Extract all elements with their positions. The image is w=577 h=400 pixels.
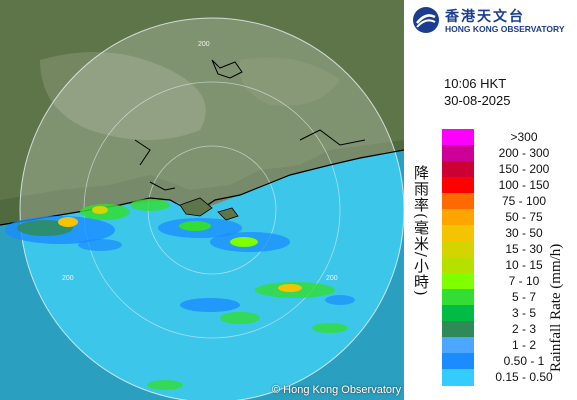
rain-echo xyxy=(78,239,122,251)
range-ring-label-right: 200 xyxy=(326,275,338,282)
legend-label: 0.50 - 1 xyxy=(503,354,545,368)
legend-label: 10 - 15 xyxy=(505,258,543,272)
legend-swatch xyxy=(442,257,474,274)
observation-date: 30-08-2025 xyxy=(444,93,511,108)
legend-label: 2 - 3 xyxy=(511,322,536,336)
legend-label: 3 - 5 xyxy=(511,306,536,320)
legend-row: 1 - 2 xyxy=(442,337,572,354)
legend-swatch xyxy=(442,273,474,290)
legend-row: 150 - 200 xyxy=(442,161,572,178)
island-lantau xyxy=(179,197,213,217)
rain-echo xyxy=(325,295,355,305)
range-ring-label-top: 200 xyxy=(198,41,210,48)
legend-swatch xyxy=(442,369,474,386)
hko-emblem-icon xyxy=(413,7,439,33)
radar-map-graphic: 200 200 200 xyxy=(0,0,404,400)
legend-swatch xyxy=(442,209,474,226)
legend-label: 150 - 200 xyxy=(498,162,550,176)
legend-row: 0.50 - 1 xyxy=(442,353,572,370)
bay-outline xyxy=(299,129,366,146)
legend-swatch xyxy=(442,129,474,146)
legend-row: 10 - 15 xyxy=(442,257,572,274)
legend-label: 30 - 50 xyxy=(505,226,543,240)
rain-echo xyxy=(180,298,240,312)
rain-echo xyxy=(312,323,348,333)
legend-row: 50 - 75 xyxy=(442,209,572,226)
rain-echo xyxy=(220,312,260,324)
legend-label: 15 - 30 xyxy=(505,242,543,256)
rain-echo xyxy=(230,237,258,247)
legend-row: 3 - 5 xyxy=(442,305,572,322)
legend-label: 100 - 150 xyxy=(498,178,550,192)
legend-label: 7 - 10 xyxy=(508,274,540,288)
legend-row: 7 - 10 xyxy=(442,273,572,290)
rain-echo xyxy=(58,217,78,227)
rain-echo xyxy=(130,199,170,211)
legend-label: 5 - 7 xyxy=(511,290,536,304)
legend-row: 2 - 3 xyxy=(442,321,572,338)
legend-row: >300 xyxy=(442,129,572,146)
logo-chinese-name: 香港天文台 xyxy=(445,9,525,25)
legend-label: 75 - 100 xyxy=(501,194,547,208)
radar-map: 200 200 200 xyxy=(0,0,404,400)
range-ring-label-left: 200 xyxy=(62,275,74,282)
legend-swatch xyxy=(442,337,474,354)
hko-logo: 香港天文台 HONG KONG OBSERVATORY xyxy=(412,4,572,38)
legend-panel: 香港天文台 HONG KONG OBSERVATORY 10:06 HKT 30… xyxy=(404,0,577,400)
legend-swatch xyxy=(442,225,474,242)
legend-row: 5 - 7 xyxy=(442,289,572,306)
legend-label: 200 - 300 xyxy=(498,146,550,160)
legend-swatch xyxy=(442,321,474,338)
legend-swatch xyxy=(442,145,474,162)
legend-label: 50 - 75 xyxy=(505,210,543,224)
legend-row: 75 - 100 xyxy=(442,193,572,210)
rain-echo xyxy=(147,380,183,390)
estuary-outline xyxy=(149,181,176,191)
legend-label: 0.15 - 0.50 xyxy=(495,370,553,384)
rain-echo xyxy=(179,221,211,231)
rain-echo xyxy=(278,284,302,292)
legend-swatch xyxy=(442,353,474,370)
legend-swatch xyxy=(442,193,474,210)
legend-label: >300 xyxy=(510,130,538,144)
legend-swatch xyxy=(442,241,474,258)
river-outline xyxy=(134,139,151,166)
rain-echoes xyxy=(5,199,355,390)
legend-row: 200 - 300 xyxy=(442,145,572,162)
legend-swatch xyxy=(442,289,474,306)
legend-swatch xyxy=(442,305,474,322)
legend-row: 0.15 - 0.50 xyxy=(442,369,572,386)
rain-echo xyxy=(92,206,108,214)
legend-row: 15 - 30 xyxy=(442,241,572,258)
urban-area xyxy=(40,52,206,140)
logo-english-name: HONG KONG OBSERVATORY xyxy=(445,24,565,34)
range-ring-outer xyxy=(19,17,404,400)
island-hk xyxy=(217,207,239,221)
legend-row: 30 - 50 xyxy=(442,225,572,242)
observation-time: 10:06 HKT xyxy=(444,76,507,91)
legend-label: 1 - 2 xyxy=(511,338,536,352)
copyright-notice: © Hong Kong Observatory xyxy=(272,384,402,396)
legend-row: 100 - 150 xyxy=(442,177,572,194)
legend-title-chinese: 降雨率(毫米/小時) xyxy=(412,165,430,297)
legend-swatch xyxy=(442,161,474,178)
reservoir-outline xyxy=(211,59,243,79)
legend-swatch xyxy=(442,177,474,194)
